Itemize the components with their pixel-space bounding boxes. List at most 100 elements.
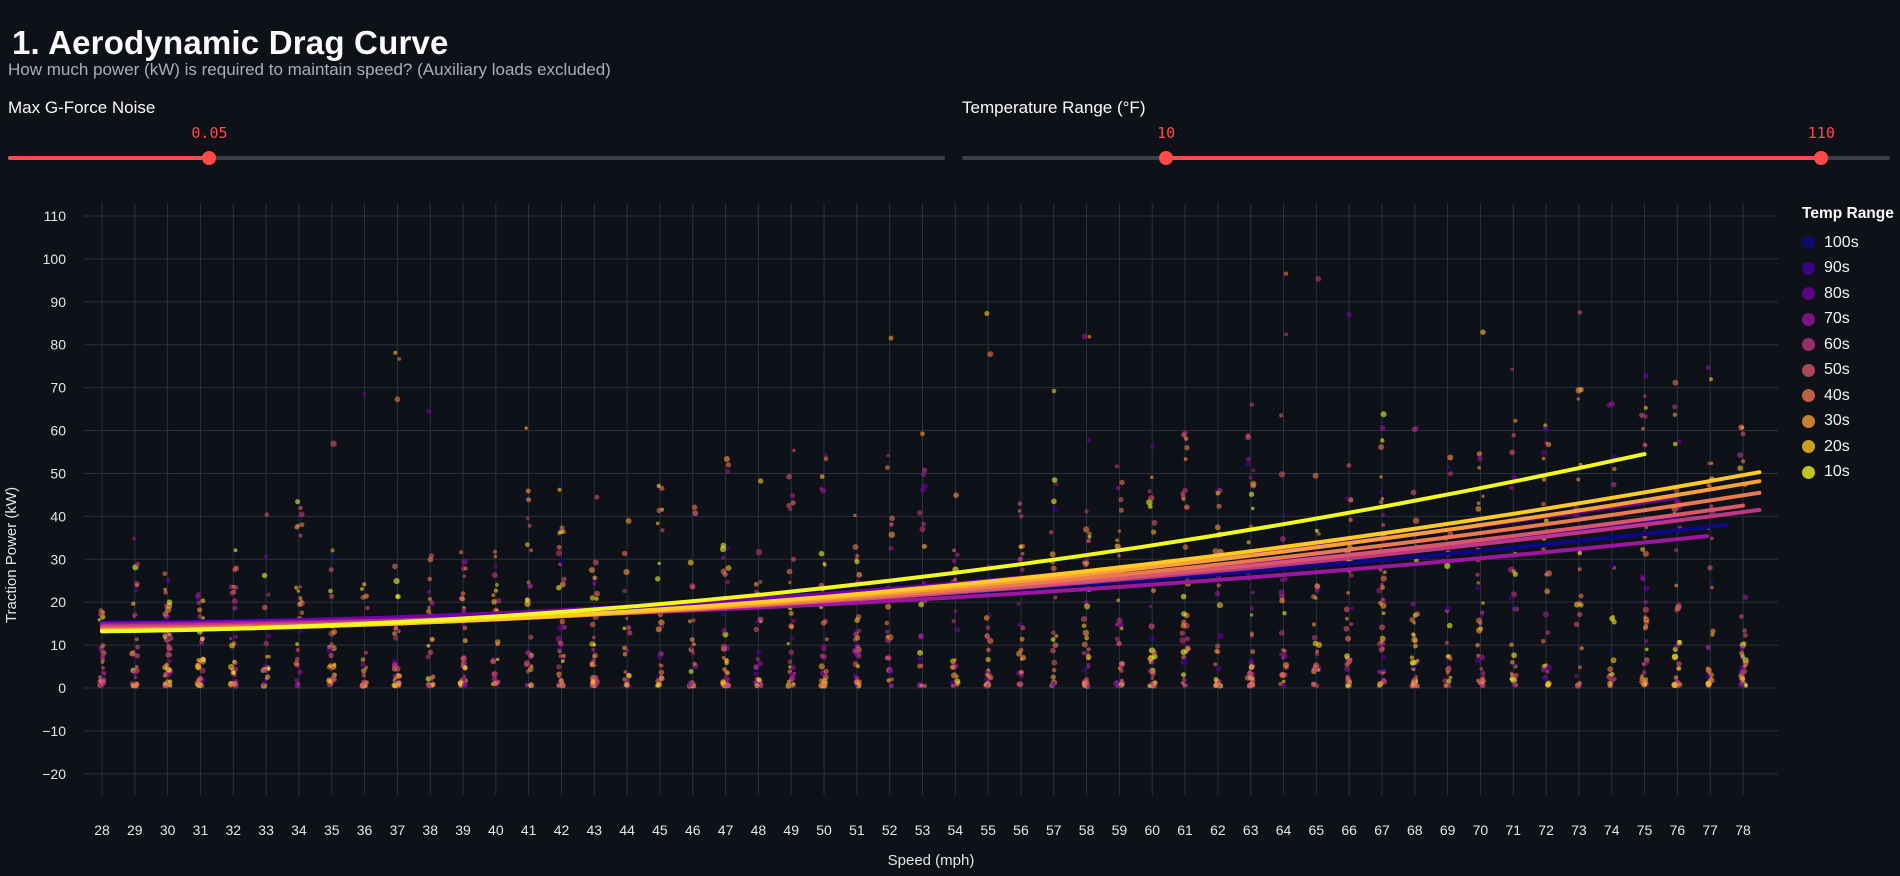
chart-legend: Temp Range 100s 90s 80s 70s 60s 50s 40s 30s 20s 1… xyxy=(1802,205,1897,485)
svg-text:41: 41 xyxy=(521,822,537,838)
legend-item-30s[interactable]: 30s xyxy=(1802,409,1897,435)
svg-text:57: 57 xyxy=(1046,822,1062,838)
temp-slider-track[interactable] xyxy=(962,156,1890,160)
svg-text:73: 73 xyxy=(1571,822,1587,838)
axis-tick-labels: 28 29 30 31 32 33 34 35 36 37 38 39 40 41 42 43 44 45 46 47… xyxy=(42,208,1751,838)
svg-text:67: 67 xyxy=(1374,822,1390,838)
svg-text:53: 53 xyxy=(915,822,931,838)
svg-text:36: 36 xyxy=(357,822,373,838)
svg-text:72: 72 xyxy=(1538,822,1554,838)
x-axis-title: Speed (mph) xyxy=(888,852,975,869)
gforce-slider-group: Max G-Force Noise 0.05 xyxy=(8,98,945,188)
page-subtitle: How much power (kW) is required to maint… xyxy=(8,60,611,79)
legend-swatch-20s xyxy=(1802,440,1815,454)
legend-item-60s[interactable]: 60s xyxy=(1802,332,1897,358)
svg-text:49: 49 xyxy=(783,822,799,838)
svg-text:28: 28 xyxy=(94,822,110,838)
legend-swatch-100s xyxy=(1802,236,1815,250)
legend-item-10s[interactable]: 10s xyxy=(1802,460,1897,486)
trend-lines xyxy=(100,452,1762,634)
drag-curve-chart[interactable]: 28 29 30 31 32 33 34 35 36 37 38 39 40 41 42 43 44 45 46 47… xyxy=(0,195,1900,876)
temp-slider-high-thumb[interactable] xyxy=(1814,151,1829,165)
legend-item-80s[interactable]: 80s xyxy=(1802,281,1897,307)
svg-text:50: 50 xyxy=(50,465,66,481)
temp-range-slider[interactable]: 10 110 xyxy=(962,120,1890,170)
svg-text:60: 60 xyxy=(1144,822,1160,838)
svg-text:−10: −10 xyxy=(42,723,66,739)
scatter-points xyxy=(97,271,1749,690)
legend-title: Temp Range xyxy=(1802,205,1894,222)
controls-row: Max G-Force Noise 0.05 Temperature Range… xyxy=(0,98,1900,188)
svg-text:33: 33 xyxy=(258,822,274,838)
svg-text:43: 43 xyxy=(587,822,603,838)
chart-canvas[interactable]: 28 29 30 31 32 33 34 35 36 37 38 39 40 41 42 43 44 45 46 47… xyxy=(0,195,1900,876)
trend-line-10s xyxy=(100,452,1647,634)
svg-text:80: 80 xyxy=(50,337,66,353)
svg-text:20: 20 xyxy=(50,594,66,610)
legend-label: 50s xyxy=(1824,361,1850,379)
svg-text:50: 50 xyxy=(816,822,832,838)
svg-text:35: 35 xyxy=(324,822,340,838)
svg-text:51: 51 xyxy=(849,822,865,838)
svg-text:38: 38 xyxy=(422,822,438,838)
legend-label: 100s xyxy=(1824,233,1859,251)
legend-item-70s[interactable]: 70s xyxy=(1802,307,1897,333)
temp-slider-fill xyxy=(1166,156,1822,160)
svg-text:45: 45 xyxy=(652,822,668,838)
svg-text:110: 110 xyxy=(44,208,67,224)
gforce-slider-value: 0.05 xyxy=(191,124,228,142)
gforce-slider[interactable]: 0.05 xyxy=(8,120,945,170)
gforce-slider-fill xyxy=(8,156,210,160)
svg-text:77: 77 xyxy=(1702,822,1718,838)
svg-text:31: 31 xyxy=(193,822,209,838)
svg-text:55: 55 xyxy=(980,822,996,838)
legend-swatch-90s xyxy=(1802,261,1815,275)
svg-text:−20: −20 xyxy=(42,766,66,782)
legend-item-20s[interactable]: 20s xyxy=(1802,434,1897,460)
gridlines xyxy=(84,203,1778,795)
legend-swatch-10s xyxy=(1802,465,1815,479)
svg-text:29: 29 xyxy=(127,822,143,838)
svg-text:65: 65 xyxy=(1309,822,1325,838)
temp-slider-low-thumb[interactable] xyxy=(1159,151,1174,165)
svg-text:40: 40 xyxy=(50,508,66,524)
legend-item-40s[interactable]: 40s xyxy=(1802,383,1897,409)
legend-swatch-30s xyxy=(1802,414,1815,428)
legend-label: 10s xyxy=(1824,463,1850,481)
gforce-slider-track[interactable] xyxy=(8,156,945,160)
svg-text:34: 34 xyxy=(291,822,307,838)
svg-text:59: 59 xyxy=(1112,822,1128,838)
svg-text:32: 32 xyxy=(225,822,241,838)
svg-text:75: 75 xyxy=(1637,822,1653,838)
gforce-slider-label: Max G-Force Noise xyxy=(8,98,156,117)
svg-text:62: 62 xyxy=(1210,822,1226,838)
temp-slider-group: Temperature Range (°F) 10 110 xyxy=(962,98,1890,188)
svg-text:10: 10 xyxy=(50,637,66,653)
svg-text:71: 71 xyxy=(1505,822,1521,838)
temp-slider-low-value: 10 xyxy=(1157,124,1176,142)
legend-label: 90s xyxy=(1824,259,1850,277)
legend-label: 80s xyxy=(1824,284,1850,302)
temp-slider-label: Temperature Range (°F) xyxy=(962,98,1146,117)
svg-text:30: 30 xyxy=(160,822,176,838)
svg-text:90: 90 xyxy=(50,294,66,310)
y-axis-title: Traction Power (kW) xyxy=(3,487,20,623)
legend-label: 20s xyxy=(1824,437,1850,455)
gforce-slider-thumb[interactable] xyxy=(202,151,217,165)
svg-text:54: 54 xyxy=(948,822,964,838)
legend-swatch-40s xyxy=(1802,389,1815,403)
svg-text:60: 60 xyxy=(50,423,66,439)
legend-item-100s[interactable]: 100s xyxy=(1802,230,1897,256)
svg-text:42: 42 xyxy=(554,822,570,838)
svg-text:0: 0 xyxy=(58,680,66,696)
svg-text:68: 68 xyxy=(1407,822,1423,838)
svg-text:70: 70 xyxy=(1473,822,1489,838)
svg-text:39: 39 xyxy=(455,822,471,838)
legend-item-90s[interactable]: 90s xyxy=(1802,256,1897,282)
legend-label: 30s xyxy=(1824,412,1850,430)
legend-item-50s[interactable]: 50s xyxy=(1802,358,1897,384)
legend-label: 40s xyxy=(1824,386,1850,404)
svg-text:30: 30 xyxy=(50,551,66,567)
svg-text:64: 64 xyxy=(1276,822,1292,838)
